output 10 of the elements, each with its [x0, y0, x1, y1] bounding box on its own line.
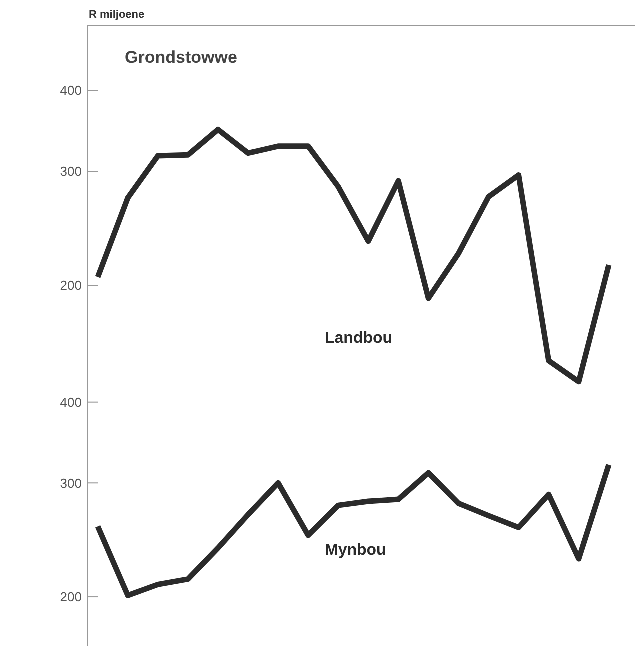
y-tick-label: 200: [60, 278, 82, 294]
y-tick-label: 400: [60, 394, 82, 410]
y-axis-title: R miljoene: [89, 9, 145, 21]
y-tick-label: 200: [60, 590, 82, 605]
series-label: Mynbou: [325, 542, 386, 560]
y-tick-label: 300: [60, 164, 82, 180]
y-tick-label: 400: [60, 83, 82, 98]
text: Grondstowwe: [125, 48, 238, 68]
y-tick-label: 300: [60, 476, 82, 491]
text: Landbou: [325, 330, 393, 348]
